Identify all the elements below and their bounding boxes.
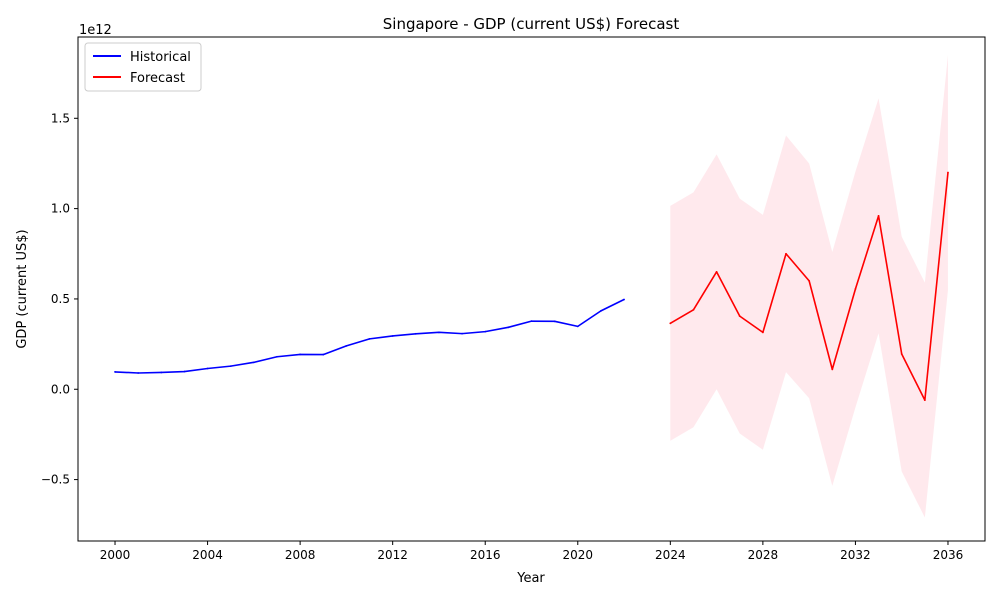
historical-point: [207, 368, 209, 370]
historical-point: [484, 331, 486, 333]
y-tick-label: −0.5: [41, 473, 70, 487]
y-tick-label: 0.0: [51, 382, 70, 396]
historical-point: [577, 325, 579, 327]
forecast-confidence-band: [670, 55, 948, 517]
forecast-point: [762, 331, 764, 333]
historical-point: [531, 320, 533, 322]
x-axis: 2000 2004 2008 2012 2016 2020 2024 2028 2032 2036: [100, 541, 964, 562]
legend: Historical Forecast: [85, 43, 201, 91]
historical-point: [230, 365, 232, 367]
historical-point: [600, 310, 602, 312]
historical-point: [369, 338, 371, 340]
forecast-point: [831, 368, 833, 370]
historical-line: [115, 299, 624, 373]
historical-point: [392, 335, 394, 337]
x-tick-label: 2020: [563, 548, 594, 562]
chart-title: Singapore - GDP (current US$) Forecast: [383, 15, 680, 33]
historical-point: [253, 361, 255, 363]
x-axis-label: Year: [516, 571, 545, 586]
historical-point: [114, 371, 116, 373]
x-tick-label: 2028: [748, 548, 779, 562]
forecast-point: [716, 271, 718, 273]
historical-point: [415, 333, 417, 335]
y-tick-label: 1.0: [51, 202, 70, 216]
y-axis: −0.5 0.0 0.5 1.0 1.5: [41, 111, 78, 486]
historical-point: [345, 345, 347, 347]
x-tick-label: 2000: [100, 548, 131, 562]
x-tick-label: 2032: [840, 548, 871, 562]
x-tick-label: 2004: [192, 548, 223, 562]
forecast-point: [947, 172, 949, 174]
forecast-point: [808, 280, 810, 282]
forecast-point: [693, 309, 695, 311]
historical-point: [438, 331, 440, 333]
y-axis-label: GDP (current US$): [15, 229, 30, 348]
x-tick-label: 2024: [655, 548, 686, 562]
forecast-point: [739, 315, 741, 317]
historical-point: [623, 299, 625, 301]
historical-point: [276, 356, 278, 358]
historical-point: [137, 372, 139, 374]
y-tick-label: 0.5: [51, 292, 70, 306]
legend-forecast-label: Forecast: [130, 71, 185, 86]
x-tick-label: 2012: [377, 548, 408, 562]
historical-point: [554, 320, 556, 322]
forecast-point: [901, 353, 903, 355]
y-axis-scale-offset: 1e12: [79, 23, 112, 38]
forecast-point: [878, 215, 880, 217]
forecast-point: [855, 288, 857, 290]
historical-point: [160, 372, 162, 374]
historical-point: [299, 353, 301, 355]
y-tick-label: 1.5: [51, 111, 70, 125]
historical-point: [507, 326, 509, 328]
forecast-point: [924, 399, 926, 401]
legend-historical-label: Historical: [130, 50, 191, 65]
confidence-band-layer: [670, 55, 948, 517]
historical-point: [184, 371, 186, 373]
x-tick-label: 2008: [285, 548, 316, 562]
forecast-point: [669, 322, 671, 324]
x-tick-label: 2036: [933, 548, 964, 562]
x-tick-label: 2016: [470, 548, 501, 562]
historical-point: [322, 354, 324, 356]
historical-point: [461, 333, 463, 335]
forecast-point: [785, 253, 787, 255]
